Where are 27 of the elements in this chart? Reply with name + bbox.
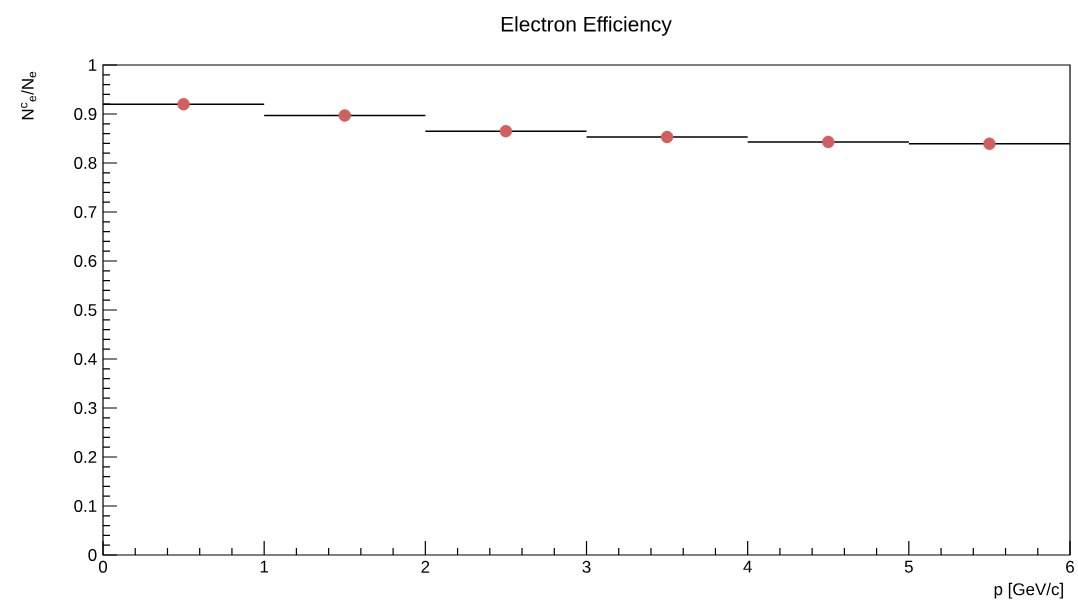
x-tick-label: 6	[1066, 560, 1074, 573]
point	[660, 130, 674, 144]
y-axis-title: N$^{c}$$_{e}$/N$_{e}$	[20, 71, 37, 120]
y-tick-label: 0.6	[74, 254, 97, 267]
y-tick-label: 0.1	[74, 499, 97, 512]
chart-title: Electron Efficiency	[501, 16, 672, 36]
point	[177, 97, 190, 111]
x-tick-label: 1	[260, 560, 269, 573]
y-tick-label: 0.3	[74, 401, 97, 414]
x-tick-label: 3	[582, 560, 591, 573]
x-tick-label: 0	[98, 560, 108, 573]
point	[499, 124, 513, 138]
x-axis-title: p [GeV/c]	[994, 582, 1063, 599]
y-tick-label: 1	[89, 59, 97, 71]
y-tick-label: 0.4	[74, 352, 97, 365]
y-tick-label: 0	[88, 548, 97, 561]
point	[983, 137, 996, 151]
point	[338, 109, 351, 122]
point	[822, 135, 835, 149]
y-tick-label: 0.2	[74, 450, 97, 463]
y-tick-label: 0.8	[74, 156, 97, 169]
y-tick-label: 0.5	[74, 303, 97, 316]
y-tick-label: 0.7	[74, 205, 97, 218]
x-tick-label: 5	[904, 560, 913, 573]
x-tick-label: 2	[421, 560, 430, 573]
y-tick-label: 0.9	[74, 107, 97, 120]
x-tick-label: 4	[743, 560, 752, 573]
